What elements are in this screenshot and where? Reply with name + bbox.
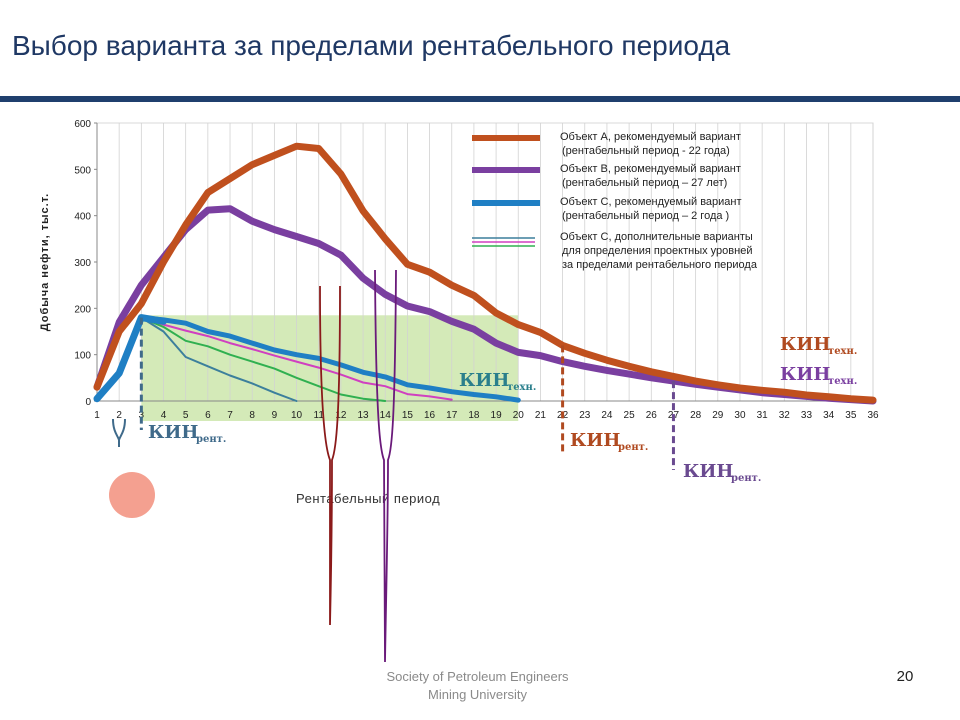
- x-tick-label: 33: [801, 410, 813, 421]
- title-divider: [0, 96, 960, 102]
- x-tick-label: 5: [183, 410, 189, 421]
- legend-label: (рентабельный период - 22 года): [562, 145, 730, 157]
- x-tick-label: 16: [424, 410, 436, 421]
- x-tick-label: 15: [402, 410, 414, 421]
- x-tick-label: 2: [116, 410, 122, 421]
- y-tick-label: 0: [85, 397, 91, 408]
- series-line: [138, 315, 521, 403]
- x-tick-label: 36: [867, 410, 879, 421]
- kin-rent-label: КИН: [683, 461, 733, 482]
- kin-tech-label: КИН: [780, 334, 830, 355]
- x-tick-label: 17: [446, 410, 458, 421]
- pen-stroke: [374, 269, 397, 663]
- y-tick-label: 500: [74, 165, 91, 176]
- kin-tech-label: КИН: [780, 364, 830, 385]
- series-line: [140, 316, 387, 402]
- y-tick-label: 600: [74, 119, 91, 130]
- kin-rent-label-sub: рент.: [618, 442, 648, 453]
- x-tick-label: 9: [272, 410, 278, 421]
- slide-title: Выбор варианта за пределами рентабельног…: [12, 30, 731, 61]
- x-tick-label: 6: [205, 410, 211, 421]
- x-tick-label: 35: [845, 410, 857, 421]
- series-line: [140, 316, 298, 402]
- x-tick-label: 32: [779, 410, 791, 421]
- x-tick-label: 20: [513, 410, 525, 421]
- pen-stroke: [319, 285, 341, 626]
- y-tick-label: 400: [74, 212, 91, 223]
- x-tick-label: 12: [335, 410, 347, 421]
- x-tick-label: 11: [314, 410, 325, 421]
- legend-label: (рентабельный период – 27 лет): [562, 177, 727, 189]
- x-tick-label: 29: [712, 410, 724, 421]
- x-tick-label: 3: [139, 410, 145, 421]
- y-tick-label: 200: [74, 304, 91, 315]
- legend-label: (рентабельный период – 2 года ): [562, 210, 729, 222]
- x-tick-label: 13: [357, 410, 369, 421]
- x-tick-label: 7: [227, 410, 233, 421]
- kin-tech-label-sub: техн.: [828, 346, 857, 357]
- series-line: [93, 142, 877, 404]
- footer-line-2: Mining University: [428, 687, 527, 702]
- kin-rent-label: КИН: [148, 422, 198, 443]
- x-tick-label: 21: [535, 410, 547, 421]
- x-tick-label: 23: [579, 410, 591, 421]
- x-tick-label: 30: [734, 410, 746, 421]
- x-tick-label: 25: [624, 410, 636, 421]
- x-tick-label: 8: [249, 410, 255, 421]
- brace-mark: [112, 418, 126, 441]
- kin-rent-label-sub: рент.: [731, 473, 761, 484]
- y-tick-label: 300: [74, 258, 91, 269]
- kin-tech-label: КИН: [459, 370, 509, 391]
- kin-rent-label: КИН: [570, 430, 620, 451]
- y-axis-label: Добыча нефти, тыс.т.: [39, 193, 51, 331]
- x-tick-label: 1: [94, 410, 100, 421]
- x-tick-label: 26: [646, 410, 658, 421]
- shaded-region-label: Рентабельный период: [296, 491, 440, 506]
- series-line: [140, 316, 453, 401]
- x-tick-label: 19: [491, 410, 503, 421]
- x-tick-label: 34: [823, 410, 835, 421]
- footer-line-1: Society of Petroleum Engineers: [386, 669, 569, 684]
- legend-label: Объект А, рекомендуемый вариант: [560, 131, 741, 143]
- x-tick-label: 24: [601, 410, 613, 421]
- x-tick-label: 10: [291, 410, 303, 421]
- x-tick-label: 18: [468, 410, 480, 421]
- kin-tech-label-sub: техн.: [828, 376, 857, 387]
- kin-rent-label-sub: рент.: [196, 434, 226, 445]
- legend-label: Объект С, дополнительные варианты: [560, 231, 753, 243]
- legend-label: Объект С, рекомендуемый вариант: [560, 196, 742, 208]
- highlight-circle: [109, 472, 155, 518]
- x-tick-label: 31: [757, 410, 769, 421]
- legend-label: за пределами рентабельного периода: [562, 259, 758, 271]
- legend-label: Объект В, рекомендуемый вариант: [560, 163, 741, 175]
- series-line: [93, 314, 167, 403]
- footer: Society of Petroleum Engineers Mining Un…: [340, 668, 615, 704]
- page-number: 20: [896, 668, 914, 685]
- x-tick-label: 14: [380, 410, 392, 421]
- kin-tech-label-sub: техн.: [507, 382, 536, 393]
- legend-label: для определения проектных уровней: [562, 245, 752, 257]
- shaded-region: [141, 315, 519, 421]
- x-tick-label: 28: [690, 410, 702, 421]
- y-tick-label: 100: [74, 351, 91, 362]
- x-tick-label: 4: [161, 410, 167, 421]
